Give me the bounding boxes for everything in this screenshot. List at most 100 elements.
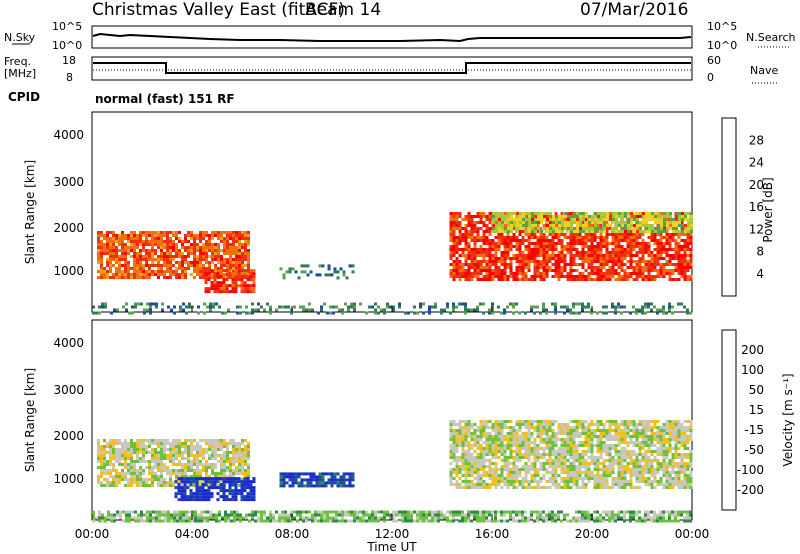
heatmap-cell bbox=[473, 248, 477, 251]
heatmap-cell bbox=[494, 438, 498, 441]
heatmap-cell bbox=[665, 230, 669, 233]
heatmap-cell bbox=[160, 442, 163, 445]
heatmap-cell bbox=[329, 305, 332, 309]
heatmap-cell bbox=[506, 456, 510, 459]
heatmap-cell bbox=[181, 264, 184, 267]
heatmap-cell bbox=[133, 261, 136, 264]
heatmap-cell bbox=[527, 453, 531, 456]
heatmap-cell bbox=[204, 281, 208, 285]
heatmap-cell bbox=[192, 492, 196, 496]
heatmap-cell bbox=[169, 261, 172, 264]
heatmap-cell bbox=[189, 477, 193, 481]
heatmap-cell bbox=[623, 236, 627, 239]
heatmap-cell bbox=[157, 237, 160, 240]
heatmap-cell bbox=[645, 224, 648, 227]
heatmap-cell bbox=[620, 462, 624, 465]
heatmap-cell bbox=[92, 305, 95, 309]
heatmap-cell bbox=[608, 435, 612, 438]
heatmap-cell bbox=[642, 230, 645, 233]
heatmap-cell bbox=[175, 478, 178, 481]
heatmap-cell bbox=[237, 275, 241, 279]
heatmap-cell bbox=[326, 311, 329, 315]
heatmap-cell bbox=[500, 239, 504, 242]
heatmap-cell bbox=[635, 311, 638, 315]
heatmap-cell bbox=[383, 308, 386, 312]
heatmap-cell bbox=[174, 486, 178, 490]
heatmap-cell bbox=[189, 480, 193, 484]
heatmap-cell bbox=[587, 465, 591, 468]
heatmap-cell bbox=[587, 474, 591, 477]
heatmap-cell bbox=[555, 227, 558, 230]
heatmap-cell bbox=[591, 227, 594, 230]
heatmap-cell bbox=[536, 266, 540, 269]
heatmap-cell bbox=[518, 254, 522, 257]
heatmap-cell bbox=[575, 468, 579, 471]
heatmap-cell bbox=[249, 486, 253, 490]
heatmap-cell bbox=[467, 308, 470, 312]
heatmap-cell bbox=[635, 239, 639, 242]
heatmap-cell bbox=[100, 472, 103, 475]
heatmap-cell bbox=[515, 302, 518, 306]
heatmap-cell bbox=[207, 278, 211, 282]
heatmap-cell bbox=[608, 266, 612, 269]
heatmap-cell bbox=[214, 249, 217, 252]
heatmap-cell bbox=[530, 486, 534, 489]
heatmap-cell bbox=[570, 230, 573, 233]
heatmap-cell bbox=[133, 481, 136, 484]
heatmap-cell bbox=[653, 263, 657, 266]
heatmap-cell bbox=[620, 423, 624, 426]
heatmap-cell bbox=[464, 459, 468, 462]
heatmap-cell bbox=[626, 450, 630, 453]
heatmap-cell bbox=[324, 273, 328, 277]
heatmap-cell bbox=[521, 435, 525, 438]
heatmap-cell bbox=[536, 420, 540, 423]
heatmap-cell bbox=[612, 218, 615, 221]
heatmap-cell bbox=[515, 438, 519, 441]
heatmap-cell bbox=[548, 245, 552, 248]
heatmap-cell bbox=[192, 480, 196, 484]
heatmap-cell bbox=[533, 263, 537, 266]
heatmap-cell bbox=[603, 221, 606, 224]
heatmap-cell bbox=[509, 483, 513, 486]
heatmap-cell bbox=[252, 272, 256, 276]
heatmap-cell bbox=[683, 269, 687, 272]
heatmap-cell bbox=[647, 302, 650, 306]
heatmap-cell bbox=[452, 278, 456, 281]
heatmap-cell bbox=[485, 441, 489, 444]
heatmap-cell bbox=[97, 261, 100, 264]
heatmap-cell bbox=[235, 445, 238, 448]
heatmap-cell bbox=[208, 255, 211, 258]
heatmap-cell bbox=[238, 469, 241, 472]
heatmap-cell bbox=[163, 240, 166, 243]
heatmap-cell bbox=[503, 308, 506, 312]
heatmap-cell bbox=[491, 239, 495, 242]
heatmap-cell bbox=[629, 245, 633, 248]
heatmap-cell bbox=[557, 483, 561, 486]
heatmap-cell bbox=[204, 278, 208, 282]
heatmap-cell bbox=[473, 242, 477, 245]
heatmap-cell bbox=[654, 230, 657, 233]
heatmap-cell bbox=[172, 463, 175, 466]
heatmap-cell bbox=[581, 254, 585, 257]
heatmap-cell bbox=[614, 438, 618, 441]
heatmap-cell bbox=[615, 230, 618, 233]
heatmap-cell bbox=[103, 457, 106, 460]
heatmap-cell bbox=[633, 227, 636, 230]
heatmap-cell bbox=[311, 308, 314, 312]
heatmap-cell bbox=[548, 426, 552, 429]
heatmap-cell bbox=[464, 429, 468, 432]
heatmap-cell bbox=[232, 451, 235, 454]
heatmap-cell bbox=[500, 441, 504, 444]
heatmap-cell bbox=[527, 468, 531, 471]
heatmap-cell bbox=[470, 239, 474, 242]
heatmap-cell bbox=[563, 471, 567, 474]
heatmap-cell bbox=[518, 453, 522, 456]
heatmap-cell bbox=[557, 254, 561, 257]
heatmap-cell bbox=[545, 432, 549, 435]
heatmap-cell bbox=[569, 308, 572, 312]
heatmap-cell bbox=[638, 263, 642, 266]
heatmap-cell bbox=[536, 260, 540, 263]
heatmap-cell bbox=[118, 448, 121, 451]
heatmap-cell bbox=[175, 463, 178, 466]
heatmap-cell bbox=[539, 266, 543, 269]
